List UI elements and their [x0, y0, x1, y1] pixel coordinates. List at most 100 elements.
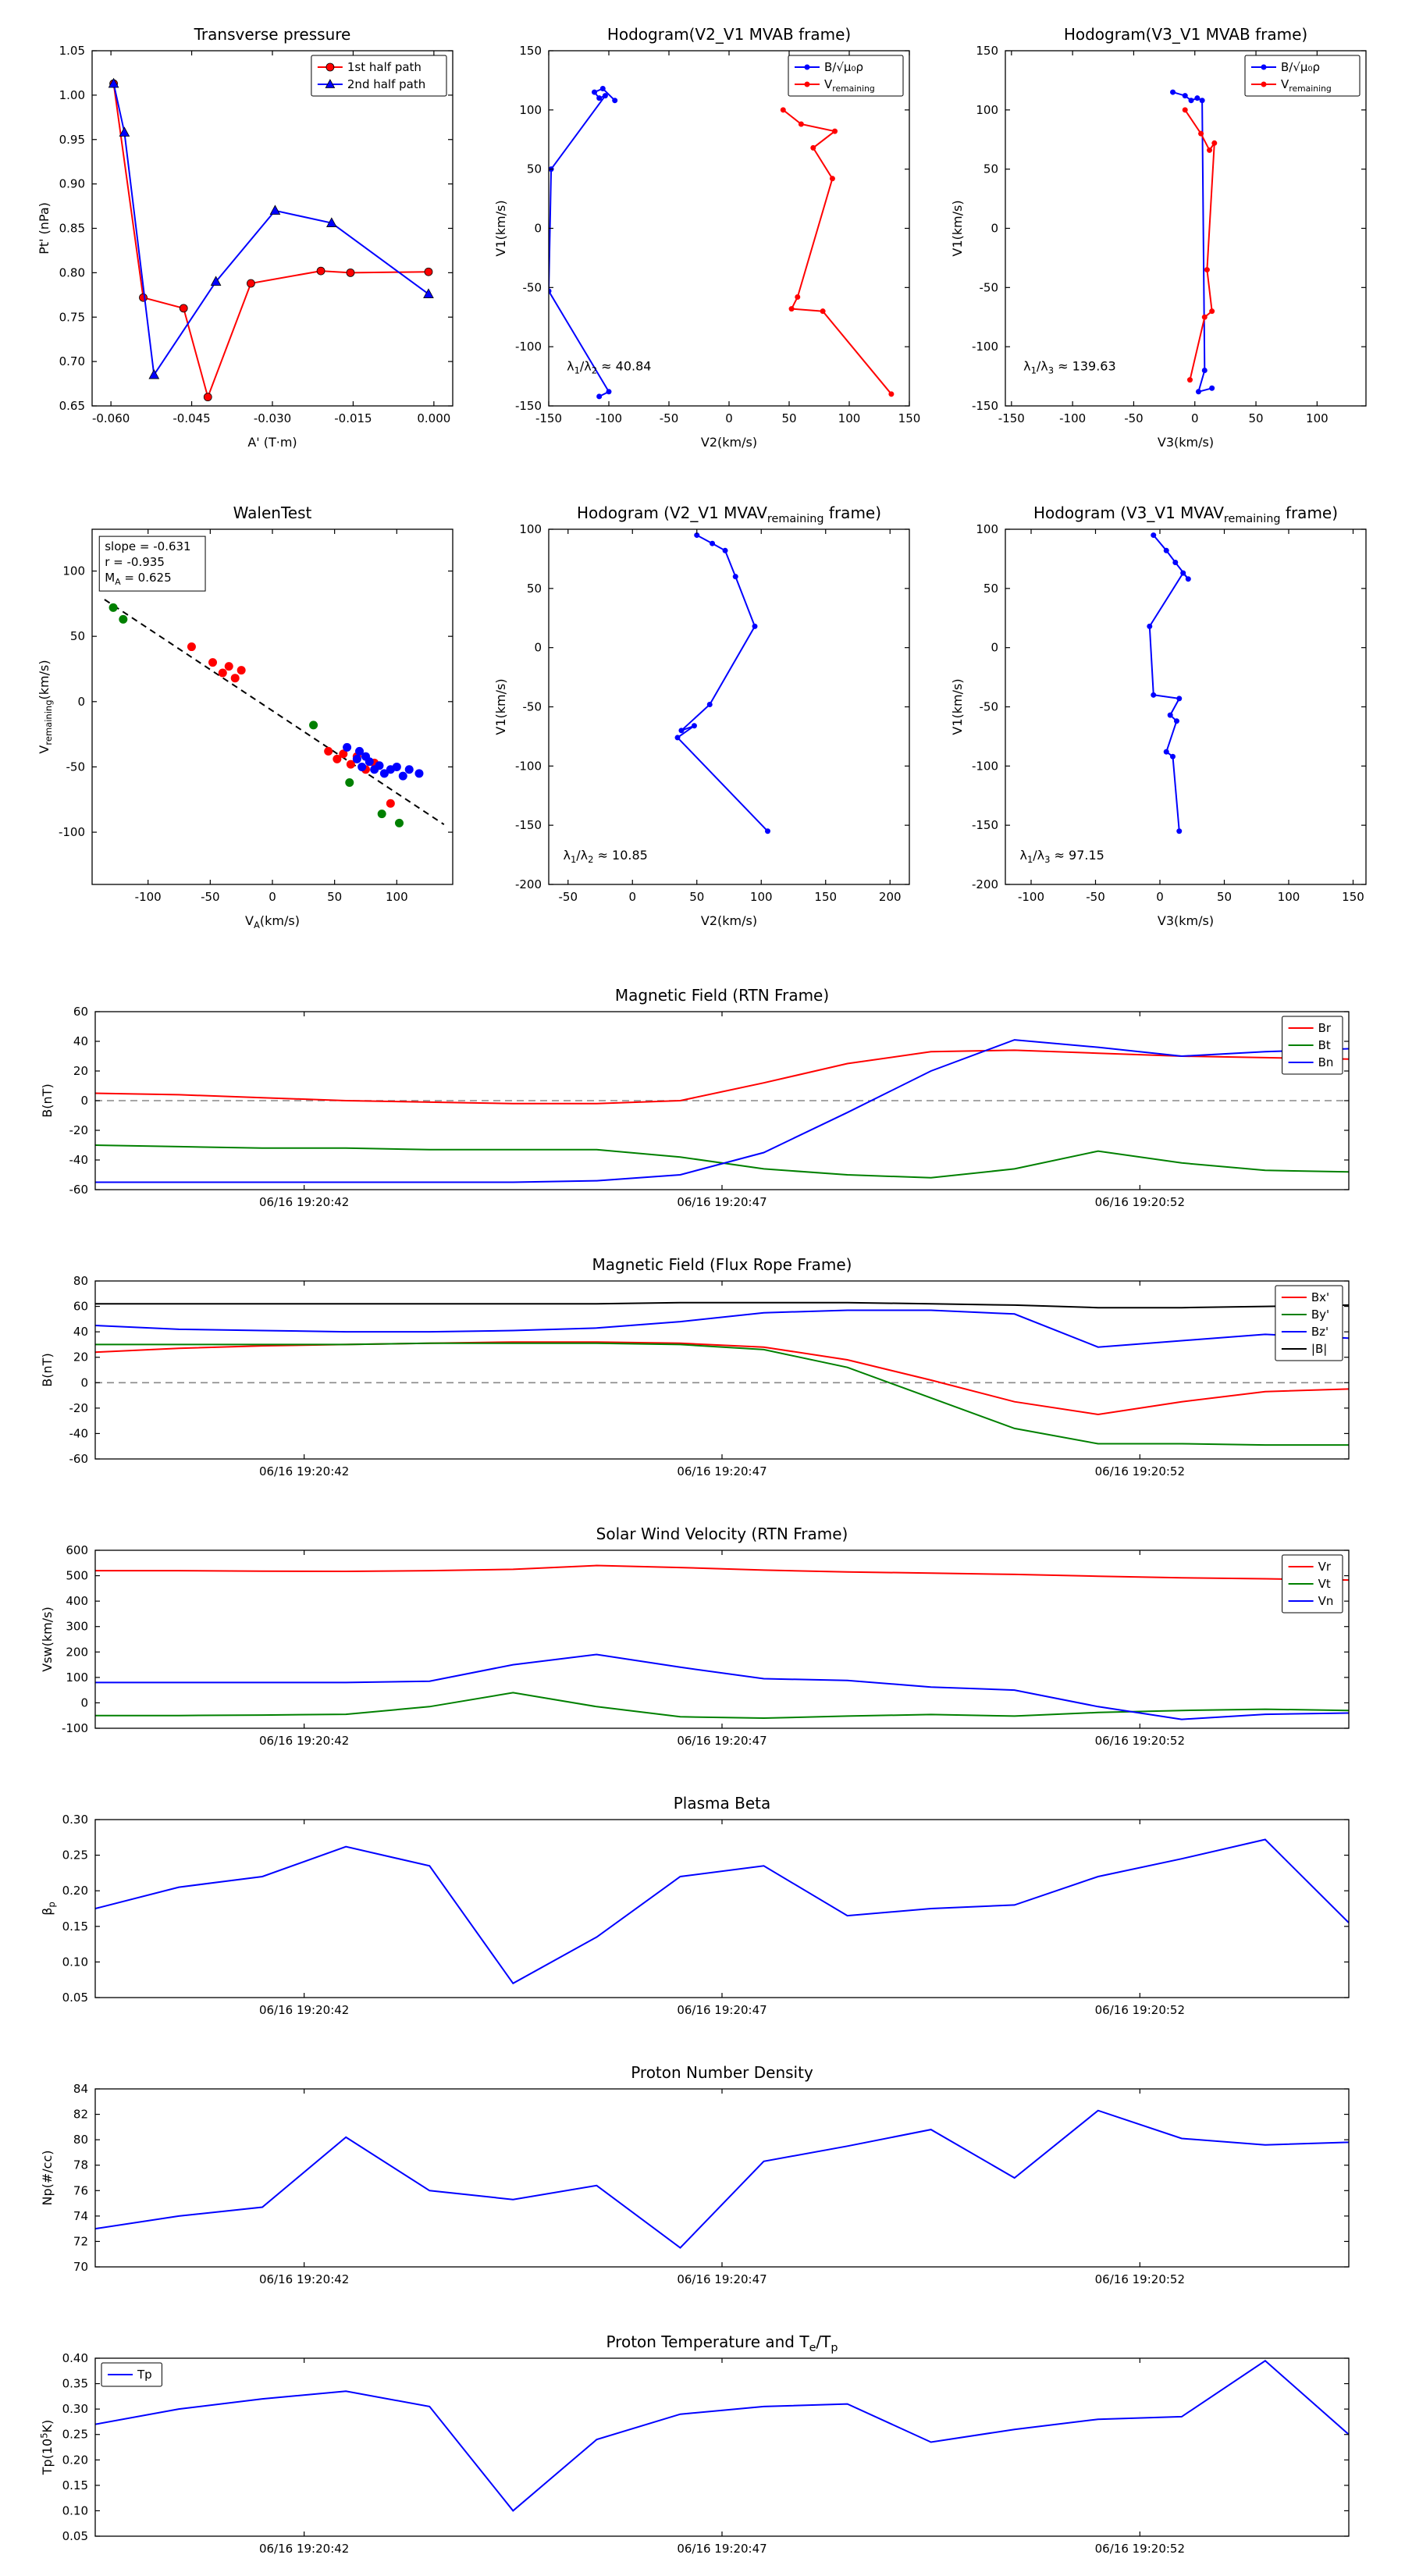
series-1st-half-path: [112, 83, 429, 400]
legend-label: Vr: [1318, 1560, 1332, 1574]
x-tick-label: 06/16 19:20:52: [1095, 2003, 1185, 2017]
legend-label: Tp: [137, 2368, 152, 2382]
y-axis-label: V1(km/s): [950, 200, 965, 256]
legend-label: Bt: [1318, 1038, 1331, 1052]
x-tick-label: 06/16 19:20:52: [1095, 1464, 1185, 1478]
y-tick-label: 0: [80, 1375, 88, 1389]
y-tick-label: 78: [73, 2158, 88, 2172]
legend-label: Bx': [1311, 1290, 1329, 1304]
lambda-ratio-annotation: λ1​/λ2​ ≈ 40.84: [567, 359, 651, 376]
y-axis-label: Tp(105​K): [39, 2420, 55, 2476]
x-tick-label: -50: [1124, 411, 1144, 425]
x-tick-label: 50: [327, 890, 342, 904]
x-tick-label: -100: [596, 411, 622, 425]
lambda-ratio-annotation: λ1​/λ2​ ≈ 10.85: [563, 848, 647, 865]
x-tick-label: -0.015: [334, 411, 372, 425]
hodogram_v2v1_mvav-svg: -50 0 50 100 150 200 -200 -150 -100 -50 0 50 100 Hodo…: [493, 503, 910, 928]
y-tick-label: 50: [70, 629, 85, 643]
x-tick-label: 100: [750, 890, 773, 904]
transverse_pressure-svg: -0.060 -0.045 -0.030 -0.015 0.000 0.65 0.70 0.7…: [37, 25, 454, 450]
legend-label: Vremaining​: [824, 77, 875, 94]
plot-title: Proton Number Density: [631, 2063, 813, 2082]
x-tick-label: 06/16 19:20:52: [1095, 1734, 1185, 1748]
hodogram_v2v1_mvab-svg: -150 -100 -50 0 50 100 150 -150 -100 -50 0 50 100 150…: [493, 25, 921, 450]
x-tick-label: 06/16 19:20:52: [1095, 2542, 1185, 2556]
x-tick-label: -150: [535, 411, 562, 425]
series-tp: [95, 2360, 1349, 2512]
x-tick-label: 150: [898, 411, 921, 425]
legend-label: Bn: [1318, 1055, 1334, 1069]
x-axis-label: V3(km/s): [1158, 435, 1214, 450]
y-tick-label: 50: [527, 162, 542, 176]
series-bz: [95, 1309, 1349, 1348]
y-tick-label: 76: [73, 2183, 88, 2197]
legend-label: 1st half path: [347, 60, 422, 74]
x-tick-label: 06/16 19:20:42: [259, 2003, 349, 2017]
y-tick-label: 150: [519, 44, 542, 58]
y-tick-label: 0.85: [59, 222, 85, 236]
x-tick-label: 50: [1217, 890, 1232, 904]
x-tick-label: 0.000: [417, 411, 450, 425]
x-tick-label: -150: [998, 411, 1025, 425]
x-tick-label: -50: [201, 890, 220, 904]
y-tick-label: -40: [69, 1153, 89, 1167]
x-tick-label: 100: [838, 411, 861, 425]
plot-hodogram-v2v1-mvab: -150 -100 -50 0 50 100 150 -150 -100 -50 0 50 100 150…: [480, 12, 925, 468]
x-axis-label: V2(km/s): [701, 435, 757, 450]
proton_temp-svg: 06/16 19:20:42 06/16 19:20:47 06/16 19:20:…: [39, 2332, 1350, 2556]
plot-magnetic-field-flux-rope: 06/16 19:20:42 06/16 19:20:47 06/16 19:20:…: [23, 1244, 1366, 1493]
y-tick-label: 0.25: [62, 2428, 88, 2442]
y-tick-label: -100: [59, 825, 85, 839]
y-tick-label: 82: [73, 2108, 88, 2122]
y-tick-label: 0.05: [62, 1991, 88, 2005]
y-tick-label: 0.20: [62, 1884, 88, 1898]
stats-line: r = -0.935: [105, 555, 165, 569]
y-tick-label: 20: [73, 1350, 88, 1364]
y-tick-label: 0.35: [62, 2377, 88, 2391]
legend-label: |B|: [1311, 1342, 1327, 1356]
mag_fluxrope-svg: 06/16 19:20:42 06/16 19:20:47 06/16 19:20:…: [40, 1255, 1350, 1478]
y-tick-label: 0.95: [59, 133, 85, 147]
y-axis-label: βp​: [40, 1902, 57, 1916]
y-tick-label: 100: [62, 564, 85, 578]
y-tick-label: 0.10: [62, 2503, 88, 2517]
plot-plasma-beta: 06/16 19:20:42 06/16 19:20:47 06/16 19:20:…: [23, 1782, 1366, 2032]
legend-box: [1244, 55, 1361, 97]
x-tick-label: -50: [559, 890, 578, 904]
y-tick-label: -100: [972, 759, 998, 773]
y-tick-label: 0.70: [59, 354, 85, 368]
y-tick-label: 100: [976, 522, 998, 536]
legend-label: B/√μ₀ρ: [824, 60, 863, 74]
y-tick-label: -20: [69, 1401, 89, 1415]
y-tick-label: 0.20: [62, 2453, 88, 2467]
y-tick-label: 100: [519, 103, 542, 117]
x-tick-label: -0.030: [254, 411, 291, 425]
y-tick-label: 150: [976, 44, 998, 58]
y-axis-label: B(nT): [40, 1353, 55, 1386]
plot-title: Hodogram(V2_V1 MVAB frame): [607, 25, 851, 44]
x-tick-label: 06/16 19:20:47: [677, 2272, 767, 2286]
y-tick-label: -100: [62, 1721, 88, 1735]
x-tick-label: 06/16 19:20:47: [677, 2542, 767, 2556]
y-tick-label: 72: [73, 2234, 88, 2248]
y-tick-label: 600: [66, 1543, 88, 1557]
y-tick-label: 400: [66, 1594, 88, 1608]
y-axis-label: B(nT): [40, 1083, 55, 1117]
legend-label: Br: [1318, 1021, 1332, 1035]
y-tick-label: 0: [534, 641, 542, 655]
y-tick-label: 20: [73, 1064, 88, 1078]
y-tick-label: -50: [523, 280, 542, 294]
y-tick-label: 0.65: [59, 399, 85, 413]
legend-box: [788, 55, 904, 97]
y-tick-label: 300: [66, 1620, 88, 1634]
y-tick-label: 70: [73, 2260, 88, 2274]
plot-hodogram-v3v1-mvav: -100 -50 0 50 100 150 -200 -150 -100 -50 0 50 100 Hod…: [937, 490, 1382, 947]
y-tick-label: -100: [515, 759, 542, 773]
y-tick-label: -100: [515, 340, 542, 354]
y-tick-label: 80: [73, 1274, 88, 1288]
x-tick-label: 06/16 19:20:42: [259, 1464, 349, 1478]
plot-hodogram-v3v1-mvab: -150 -100 -50 0 50 100 -150 -100 -50 0 50 100 150 Hod…: [937, 12, 1382, 468]
plasma_beta-svg: 06/16 19:20:42 06/16 19:20:47 06/16 19:20:…: [40, 1794, 1350, 2017]
y-tick-label: 0.15: [62, 2478, 88, 2492]
